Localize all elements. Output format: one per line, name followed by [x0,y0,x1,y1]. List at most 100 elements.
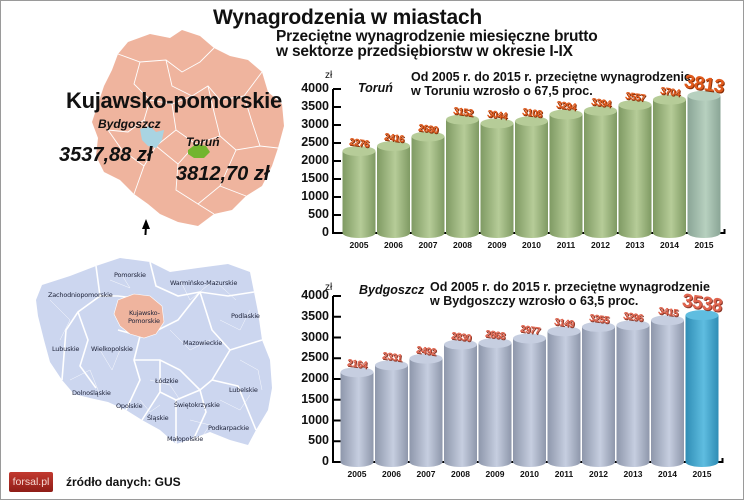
torun-bar-2013 [618,99,652,239]
x-tick-label: 2007 [416,469,436,479]
torun-note-line-1: Od 2005 r. do 2015 r. przeciętne wynagro… [411,70,691,84]
y-tick-label: 0 [322,454,329,468]
voivodeship-label: Lubelskie [229,386,258,394]
voivodeship-borders [61,261,263,444]
bydgoszcz-y-unit: zł [325,282,333,293]
bydgoszcz-bar-2006 [375,360,408,467]
y-tick-label: 1500 [301,171,329,185]
torun-area [188,144,210,158]
torun-bar-2014 [653,94,686,239]
x-tick-label: 2012 [589,469,608,479]
y-tick-label: 3500 [301,99,329,113]
x-tick-label: 2011 [554,469,574,479]
torun-bar-2005 [342,146,376,239]
voivodeship-label: Małopolskie [167,435,204,443]
torun-value: 3812,70 zł [176,163,270,185]
bydgoszcz-bar-2005 [340,367,374,467]
bydgoszcz-bar-2015 [685,310,719,467]
x-tick-label: 2008 [453,240,472,250]
torun-label: Toruń [186,135,220,149]
y-tick-label: 500 [308,207,329,221]
torun-bar-2009 [480,118,514,239]
bydgoszcz-bar-2014 [651,315,684,467]
torun-chart-title: Toruń [358,81,393,95]
x-tick-label: 2014 [658,469,677,479]
bydgoszcz-area [140,126,164,148]
y-tick-label: 1000 [301,189,329,203]
y-tick-label: 1500 [301,391,329,406]
y-tick-label: 2000 [301,153,329,167]
x-tick-label: 2007 [418,240,438,250]
torun-y-unit: zł [325,70,333,81]
y-tick-label: 500 [308,433,329,448]
torun-bar-2012 [584,105,617,239]
torun-bar-2008 [446,114,479,239]
subtitle-line-1: Przeciętne wynagrodzenie miesięczne brut… [276,28,598,45]
x-tick-label: 2006 [382,469,401,479]
voivodeship-label: Kujawsko- [129,309,160,317]
x-tick-label: 2005 [349,240,369,250]
data-source: źródło danych: GUS [66,475,181,489]
page-subtitle: Przeciętne wynagrodzenie miesięczne brut… [276,28,598,60]
bydgoszcz-bar-2013 [616,320,650,467]
poland-map [36,258,272,445]
bydgoszcz-bar-2008 [444,339,477,467]
x-tick-label: 2012 [591,240,610,250]
voivodeship-label: Łódzkie [155,377,179,385]
y-tick-label: 1000 [301,412,329,427]
y-tick-label: 3000 [301,329,329,344]
y-tick-label: 4000 [301,81,329,95]
x-tick-label: 2013 [625,240,645,250]
torun-bar-2015 [687,90,721,239]
voivodeship-label: Dolnośląskie [72,389,111,397]
torun-note-line-2: w Toruniu wzrosło o 67,5 proc. [411,84,593,98]
voivodeship-label: Podlaskie [231,312,260,320]
voivodeship-label: Pomorskie [128,317,160,325]
y-tick-label: 3000 [301,117,329,131]
x-tick-label: 2010 [522,240,541,250]
x-tick-label: 2010 [520,469,539,479]
torun-bar-2006 [377,141,410,239]
bydgoszcz-note-line-2: w Bydgoszczy wzrosło o 63,5 proc. [430,294,639,308]
x-tick-label: 2015 [694,240,714,250]
x-tick-label: 2006 [384,240,403,250]
bydgoszcz-bar-2009 [478,337,512,467]
y-tick-label: 2500 [301,135,329,149]
x-tick-label: 2011 [556,240,576,250]
y-tick-label: 2500 [301,350,329,365]
bydgoszcz-bar-2010 [513,333,546,467]
bydgoszcz-bar-2007 [409,353,443,467]
bydgoszcz-bar-2012 [582,321,615,467]
voivodeship-label: Wielkopolskie [91,345,133,353]
region-name: Kujawsko-pomorskie [66,88,282,113]
voivodeship-label: Zachodniopomorskie [48,291,113,299]
voivodeship-label: Pomorskie [114,271,146,279]
x-tick-label: 2014 [660,240,679,250]
pointer-arrow-icon [142,219,150,229]
x-tick-label: 2005 [347,469,367,479]
x-tick-label: 2009 [487,240,507,250]
forsal-logo[interactable]: forsal.pl [9,472,53,492]
bydgoszcz-bar-2011 [547,326,581,467]
y-tick-label: 2000 [301,371,329,385]
voivodeship-label: Warmińsko-Mazurskie [170,279,238,287]
y-tick-label: 3500 [301,308,329,323]
torun-bar-2011 [549,109,583,239]
y-tick-label: 0 [322,225,329,239]
bydgoszcz-value: 3537,88 zł [59,144,153,166]
torun-bar-2007 [411,131,445,239]
x-tick-label: 2013 [623,469,643,479]
bydgoszcz-chart-title: Bydgoszcz [359,283,425,297]
bydgoszcz-note-line-1: Od 2005 r. do 2015 r. przeciętne wynagro… [430,280,710,294]
poland-shape [36,258,272,445]
torun-bar-2010 [515,116,548,239]
voivodeship-label: Mazowieckie [183,339,223,347]
subtitle-line-2: w sektorze przedsiębiorstw w okresie I-I… [276,43,573,60]
page-title: Wynagrodzenia w miastach [213,6,483,29]
torun-chart-note: Od 2005 r. do 2015 r. przeciętne wynagro… [411,70,691,98]
bydgoszcz-chart-note: Od 2005 r. do 2015 r. przeciętne wynagro… [430,280,710,308]
region-map [92,30,284,235]
voivodeship-label: Śląskie [147,414,169,422]
